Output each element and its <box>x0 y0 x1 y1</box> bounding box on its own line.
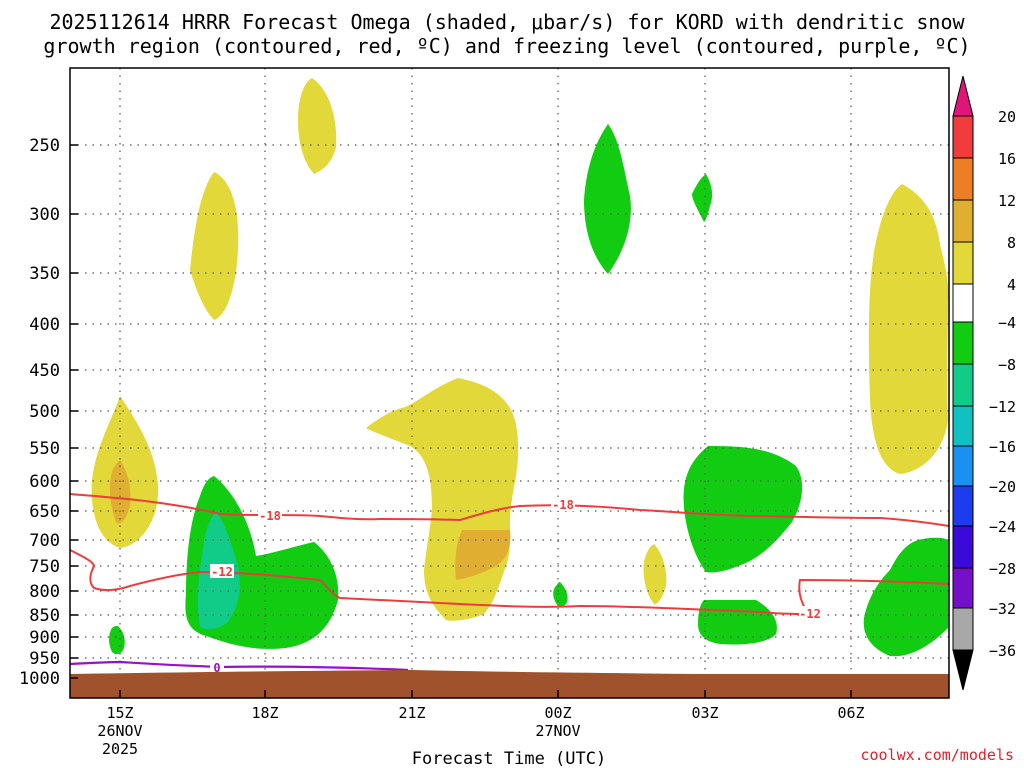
colorbar-segment <box>952 607 974 651</box>
colorbar-label: 16 <box>998 150 1016 168</box>
colorbar-top-arrow <box>952 75 974 117</box>
y-tick-label: 900 <box>29 628 60 648</box>
y-tick-label: 800 <box>29 582 60 602</box>
omega-region-neg-2 <box>692 174 713 222</box>
y-tick-label: 500 <box>29 402 60 422</box>
contour-red-minus12-a <box>69 549 811 615</box>
x-tick-sublabel: 27NOV <box>535 722 580 740</box>
omega-shading <box>91 78 949 657</box>
colorbar-segment <box>952 363 974 407</box>
y-tick-label: 300 <box>29 205 60 225</box>
plot-frame <box>69 67 950 699</box>
chart-title-line-2: growth region (contoured, red, ºC) and f… <box>43 34 970 58</box>
omega-region-pos-1 <box>298 78 337 174</box>
colorbar-label: −24 <box>989 518 1016 536</box>
colorbar-label: 8 <box>1007 234 1016 252</box>
colorbar-label: −4 <box>998 314 1016 332</box>
contour-red-minus18 <box>69 493 950 527</box>
colorbar: 20 16 12 8 4 −4 −8 −12 −16 −20 −24 −28 −… <box>952 75 1016 691</box>
x-axis-title: Forecast Time (UTC) <box>412 749 606 768</box>
x-tick-label: 03Z <box>691 704 718 722</box>
contour-label-red-4: -12 <box>799 607 821 621</box>
colorbar-label: 20 <box>998 108 1016 126</box>
x-tick-label: 18Z <box>251 704 278 722</box>
y-axis: 250 300 350 400 450 500 550 600 650 700 … <box>19 136 78 689</box>
ground-fill <box>70 670 949 698</box>
omega-region-neg-9 <box>553 582 568 607</box>
omega-region-neg-7 <box>863 537 948 657</box>
x-tick-sublabel: 2025 <box>102 740 138 758</box>
omega-region-pos-8 <box>643 544 667 605</box>
colorbar-label: −12 <box>989 398 1016 416</box>
omega-region-neg-1 <box>584 124 631 274</box>
colorbar-label: −28 <box>989 560 1016 578</box>
y-tick-label: 650 <box>29 502 60 522</box>
omega-region-neg-4 <box>698 600 777 645</box>
chart-title-line-1: 2025112614 HRRR Forecast Omega (shaded, … <box>49 10 965 34</box>
contour-labels: -18 -18 -12 -12 0 <box>210 497 823 675</box>
colorbar-segment <box>952 199 974 243</box>
y-tick-label: 350 <box>29 264 60 284</box>
y-tick-label: 550 <box>29 439 60 459</box>
colorbar-segment <box>952 115 974 159</box>
colorbar-label: 4 <box>1007 276 1016 294</box>
omega-region-pos-2 <box>190 172 239 320</box>
y-tick-marks <box>70 144 78 679</box>
colorbar-segment <box>952 283 974 323</box>
y-tick-label: 750 <box>29 557 60 577</box>
y-tick-label: 450 <box>29 361 60 381</box>
grid-lines <box>70 68 949 698</box>
colorbar-segment <box>952 241 974 285</box>
colorbar-label: −20 <box>989 478 1016 496</box>
colorbar-segment <box>952 445 974 487</box>
contour-purple-freezing <box>69 660 409 672</box>
y-tick-label: 600 <box>29 472 60 492</box>
y-tick-label: 700 <box>29 531 60 551</box>
y-tick-label: 850 <box>29 606 60 626</box>
y-tick-label: 250 <box>29 136 60 156</box>
colorbar-label: −32 <box>989 600 1016 618</box>
colorbar-label: 12 <box>998 192 1016 210</box>
omega-region-neg-8 <box>109 626 125 655</box>
y-tick-label: 1000 <box>19 669 60 689</box>
contour-red-minus12-b <box>798 578 950 611</box>
colorbar-segment <box>952 567 974 609</box>
y-tick-label: 400 <box>29 315 60 335</box>
contour-label-red-2: -18 <box>552 498 574 512</box>
omega-region-neg-3 <box>683 446 803 573</box>
x-axis: 15Z 26NOV 2025 18Z 21Z 00Z 27NOV 03Z 06Z… <box>97 690 865 768</box>
colorbar-segment <box>952 485 974 527</box>
colorbar-label: −8 <box>998 356 1016 374</box>
x-tick-sublabel: 26NOV <box>97 722 142 740</box>
x-tick-label: 21Z <box>398 704 425 722</box>
x-tick-marks <box>119 690 852 698</box>
colorbar-segment <box>952 321 974 365</box>
omega-region-pos-6 <box>455 530 511 580</box>
omega-region-pos-7 <box>868 184 949 474</box>
omega-region-pos-4 <box>109 460 131 524</box>
contour-label-purple-1: 0 <box>213 661 220 675</box>
credit-text: coolwx.com/models <box>860 746 1014 764</box>
contour-label-red-1: -18 <box>259 509 281 523</box>
colorbar-bottom-arrow <box>952 649 974 691</box>
colorbar-segment <box>952 405 974 447</box>
y-tick-label: 950 <box>29 649 60 669</box>
colorbar-label: −16 <box>989 438 1016 456</box>
x-tick-label: 06Z <box>837 704 864 722</box>
colorbar-segment <box>952 157 974 201</box>
x-tick-label: 15Z <box>106 704 133 722</box>
contour-label-red-3: -12 <box>211 565 233 579</box>
colorbar-label: −36 <box>989 642 1016 660</box>
colorbar-segment <box>952 525 974 569</box>
x-tick-label: 00Z <box>544 704 571 722</box>
